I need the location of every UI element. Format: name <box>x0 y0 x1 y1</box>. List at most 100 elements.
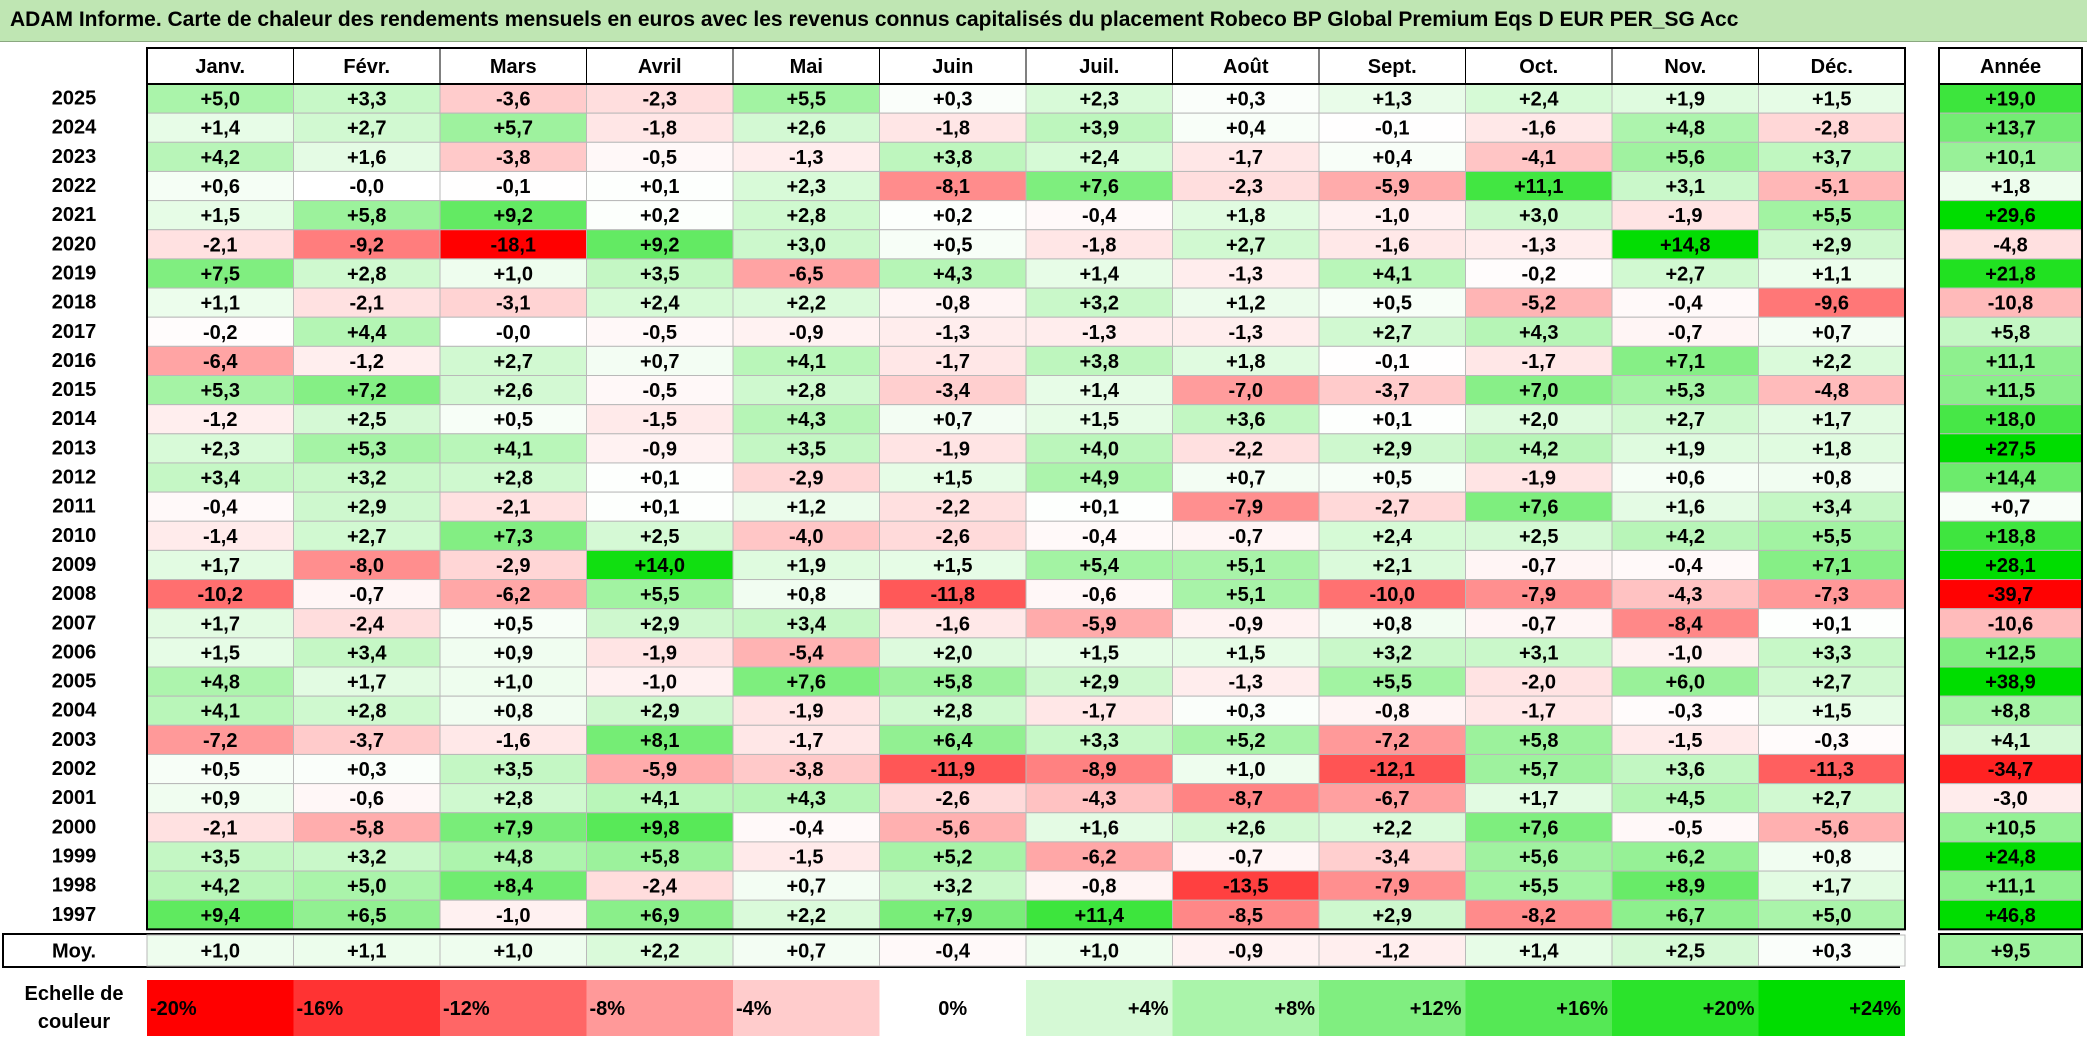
cell-value: +1,4 <box>1080 380 1120 402</box>
heat-cell <box>439 112 587 143</box>
cell-value: +8,4 <box>494 876 534 898</box>
heat-cell <box>1318 491 1466 522</box>
cell-value: +2,7 <box>494 351 533 373</box>
cell-value: +4,3 <box>933 263 972 285</box>
cell-value: +2,9 <box>1373 905 1412 927</box>
cell-value: -2,3 <box>1229 176 1263 198</box>
cell-value: -6,2 <box>1082 846 1116 868</box>
heat-cell <box>293 520 441 551</box>
heat-cell <box>1025 579 1173 610</box>
heat-cell <box>439 345 587 377</box>
cell-value: -2,6 <box>936 526 970 548</box>
heat-cell <box>586 870 734 901</box>
cell-value: +6,0 <box>1666 672 1705 694</box>
cell-value: -0,4 <box>203 497 238 519</box>
cell-value: -5,6 <box>936 817 970 839</box>
cell-value: -3,4 <box>1375 846 1410 868</box>
heat-cell <box>879 433 1027 464</box>
heat-cell <box>439 666 587 697</box>
cell-value: +1,4 <box>1080 263 1120 285</box>
cell-value: +0,7 <box>787 876 826 898</box>
average-label: Moy. <box>52 941 96 963</box>
heat-cell <box>1611 375 1759 406</box>
annual-cell <box>1938 433 2083 464</box>
heat-cell <box>1465 345 1613 377</box>
heat-cell <box>1025 491 1173 522</box>
heat-cell <box>439 491 587 522</box>
cell-value: -0,7 <box>1522 613 1556 635</box>
cell-value: -0,9 <box>789 322 823 344</box>
cell-value: +4,8 <box>1666 118 1705 140</box>
heat-cell <box>1465 637 1613 668</box>
heat-cell <box>1318 753 1466 785</box>
cell-value: -0,7 <box>1668 322 1702 344</box>
heat-cell <box>1025 375 1173 406</box>
cell-value: +1,1 <box>201 293 240 315</box>
cell-value: -1,3 <box>1082 322 1116 344</box>
heat-cell <box>1318 549 1466 581</box>
heat-cell <box>1611 753 1759 785</box>
cell-value: +4,4 <box>347 322 387 344</box>
heat-cell <box>293 462 441 493</box>
heat-cell <box>586 112 734 143</box>
cell-value: -0,5 <box>643 322 677 344</box>
cell-value: +6,4 <box>933 730 973 752</box>
heat-cell <box>146 637 294 668</box>
heat-cell <box>1758 112 1906 143</box>
cell-value: +5,0 <box>347 876 386 898</box>
cell-value: +0,9 <box>201 788 240 810</box>
cell-value: +5,5 <box>787 89 826 111</box>
cell-value: +1,9 <box>1666 89 1705 111</box>
cell-value: +0,3 <box>1226 701 1265 723</box>
heat-cell <box>1318 724 1466 755</box>
cell-value: -11,3 <box>1810 759 1854 781</box>
heat-cell <box>1465 258 1613 289</box>
cell-value: -1,8 <box>643 118 677 140</box>
annual-value: +11,1 <box>1986 876 2036 898</box>
cell-value: -1,3 <box>1229 672 1263 694</box>
cell-value: -7,2 <box>1375 730 1409 752</box>
cell-value: +3,6 <box>1666 759 1705 781</box>
annual-value: +29,6 <box>1985 205 2036 227</box>
cell-value: +3,4 <box>787 613 827 635</box>
cell-value: +7,3 <box>494 526 533 548</box>
cell-value: -1,8 <box>1082 234 1116 256</box>
annual-value: +4,1 <box>1991 730 2030 752</box>
heat-cell <box>1172 812 1320 843</box>
cell-value: +3,8 <box>933 147 972 169</box>
row-year-label: 2006 <box>52 641 97 663</box>
heat-cell <box>1611 433 1759 464</box>
cell-value: +3,4 <box>201 468 241 490</box>
cell-value: -1,5 <box>643 409 677 431</box>
heat-cell <box>879 812 1027 843</box>
cell-value: -10,0 <box>1369 584 1415 606</box>
cell-value: +2,4 <box>1373 526 1413 548</box>
heat-cell <box>1758 608 1906 639</box>
cell-value: +5,5 <box>1373 672 1412 694</box>
annual-value: +19,0 <box>1985 89 2036 111</box>
annual-value: -3,0 <box>1993 788 2027 810</box>
cell-value: +3,5 <box>201 846 240 868</box>
heat-cell <box>879 258 1027 289</box>
heat-cell <box>732 287 880 318</box>
cell-value: -1,9 <box>1668 205 1702 227</box>
row-year-label: 2004 <box>52 700 97 722</box>
heat-cell <box>1025 695 1173 726</box>
heat-cell <box>439 258 587 289</box>
cell-value: -4,0 <box>789 526 823 548</box>
cell-value: +1,7 <box>1812 409 1851 431</box>
heat-cell <box>1758 899 1906 930</box>
cell-value: +0,6 <box>1666 468 1705 490</box>
row-year-label: 1997 <box>52 904 97 926</box>
annual-value: +10,1 <box>1985 147 2036 169</box>
row-year-label: 2001 <box>52 787 97 809</box>
cell-value: +4,3 <box>787 409 826 431</box>
cell-value: -3,8 <box>789 759 823 781</box>
cell-value: -0,4 <box>1668 555 1703 577</box>
heat-cell <box>732 491 880 522</box>
month-header: Déc. <box>1811 56 1853 78</box>
scale-step-label: +8% <box>1274 998 1315 1020</box>
heat-cell <box>293 170 441 202</box>
annual-value: +18,8 <box>1985 526 2036 548</box>
month-header: Oct. <box>1519 56 1558 78</box>
